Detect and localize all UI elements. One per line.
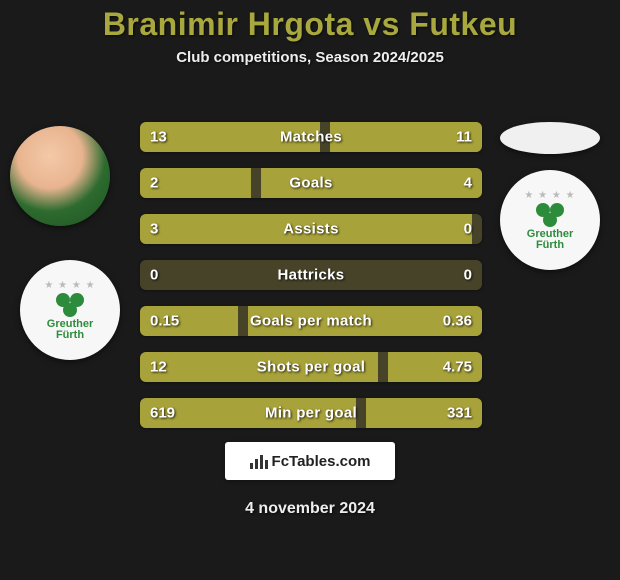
value-right: 0 — [464, 221, 472, 238]
logo-text: FcTables.com — [272, 453, 371, 470]
club-badge-right: ★ ★ ★ ★ Greuther Fürth — [500, 170, 600, 270]
stat-row: 0.15 0.36 Goals per match — [140, 306, 482, 336]
value-right: 331 — [447, 405, 472, 422]
stat-label: Hattricks — [278, 267, 345, 284]
site-logo: FcTables.com — [225, 442, 395, 480]
stat-row: 619 331 Min per goal — [140, 398, 482, 428]
stat-label: Shots per goal — [257, 359, 365, 376]
clover-icon — [55, 293, 85, 317]
stat-rows: 13 11 Matches 2 4 Goals 3 0 Assists 0 0 Hattricks 0.… — [140, 122, 482, 444]
comparison-card: Branimir Hrgota vs Futkeu Club competiti… — [0, 0, 620, 580]
stat-row: 3 0 Assists — [140, 214, 482, 244]
stars-icon: ★ ★ ★ ★ — [44, 280, 95, 291]
value-left: 12 — [150, 359, 167, 376]
stat-label: Assists — [283, 221, 338, 238]
card-date: 4 november 2024 — [245, 500, 375, 518]
player-left-avatar — [10, 126, 110, 226]
card-subtitle: Club competitions, Season 2024/2025 — [0, 49, 620, 66]
value-left: 2 — [150, 175, 158, 192]
chart-icon — [250, 453, 268, 469]
club-right-name-2: Fürth — [536, 240, 564, 251]
card-title: Branimir Hrgota vs Futkeu — [0, 6, 620, 43]
value-left: 0.15 — [150, 313, 179, 330]
stat-label: Matches — [280, 129, 342, 146]
club-left-name-2: Fürth — [56, 330, 84, 341]
value-left: 619 — [150, 405, 175, 422]
club-badge-left: ★ ★ ★ ★ Greuther Fürth — [20, 260, 120, 360]
value-right: 0 — [464, 267, 472, 284]
stat-label: Min per goal — [265, 405, 357, 422]
value-right: 4.75 — [443, 359, 472, 376]
player-right-disc — [500, 122, 600, 154]
value-left: 0 — [150, 267, 158, 284]
stat-label: Goals per match — [250, 313, 372, 330]
stat-row: 12 4.75 Shots per goal — [140, 352, 482, 382]
value-left: 3 — [150, 221, 158, 238]
value-right: 11 — [456, 129, 472, 146]
club-right-name-1: Greuther — [527, 229, 573, 240]
stars-icon: ★ ★ ★ ★ — [524, 190, 575, 201]
stat-label: Goals — [289, 175, 332, 192]
stat-row: 13 11 Matches — [140, 122, 482, 152]
club-left-name-1: Greuther — [47, 319, 93, 330]
value-left: 13 — [150, 129, 167, 146]
value-right: 4 — [464, 175, 472, 192]
value-right: 0.36 — [443, 313, 472, 330]
stat-row: 2 4 Goals — [140, 168, 482, 198]
stat-row: 0 0 Hattricks — [140, 260, 482, 290]
clover-icon — [535, 203, 565, 227]
